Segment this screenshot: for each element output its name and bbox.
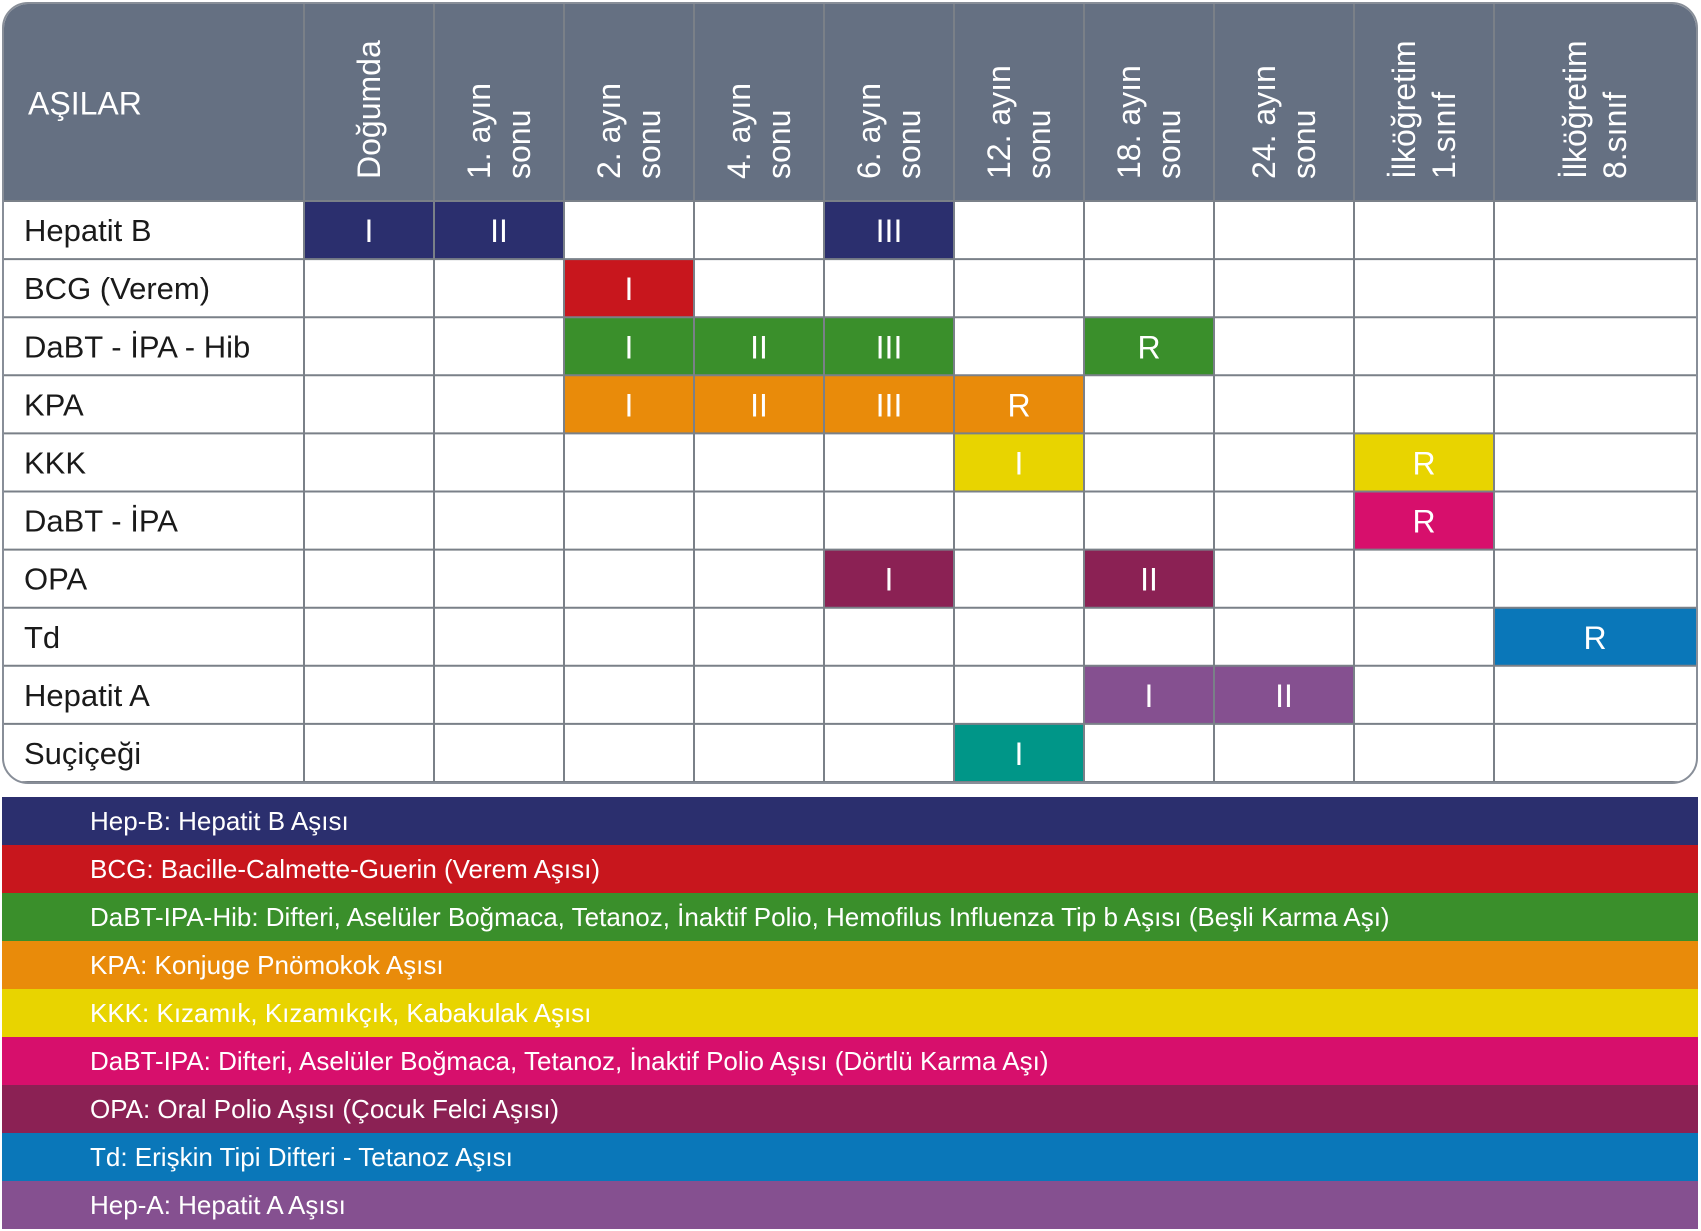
- column-header-line: 8.sınıf: [1597, 92, 1633, 179]
- dose-cell: [564, 317, 694, 376]
- legend: Hep-B: Hepatit B Aşısı BCG: Bacille-Calme…: [2, 797, 1698, 1229]
- vaccine-name: Td: [24, 620, 60, 655]
- dose-label: III: [876, 387, 903, 423]
- dose-cell: [954, 375, 1084, 434]
- column-header-line: sonu: [891, 110, 927, 179]
- dose-label: III: [876, 213, 903, 249]
- column-header-line: 1. ayın: [461, 83, 497, 179]
- dose-label: R: [1412, 445, 1435, 481]
- vaccine-name: BCG (Verem): [24, 271, 210, 306]
- dose-cell: [824, 549, 954, 608]
- column-header-3: 2. ayın sonu: [591, 83, 667, 179]
- dose-cell: [1494, 607, 1696, 666]
- vaccine-name: KPA: [24, 387, 84, 422]
- column-header-line: 24. ayın: [1246, 65, 1282, 179]
- dose-cell: [1084, 549, 1214, 608]
- dose-cell: [564, 259, 694, 318]
- dose-label: III: [876, 329, 903, 365]
- header-corner-label: AŞILAR: [28, 86, 142, 122]
- column-header-5: 6. ayın sonu: [851, 83, 927, 179]
- vaccine-name: OPA: [24, 562, 87, 597]
- legend-item: OPA: Oral Polio Aşısı (Çocuk Felci Aşısı…: [2, 1085, 1698, 1133]
- column-header-4: 4. ayın sonu: [721, 83, 797, 179]
- dose-label: II: [490, 213, 508, 249]
- dose-label: R: [1007, 387, 1030, 423]
- column-header-10: İlköğretim 8.sınıf: [1557, 40, 1633, 179]
- column-header-6: 12. ayın sonu: [981, 65, 1057, 179]
- vaccine-name: Hepatit B: [24, 213, 152, 248]
- dose-cell: [564, 375, 694, 434]
- column-header-line: sonu: [631, 110, 667, 179]
- column-header-line: Doğumda: [351, 40, 387, 179]
- dose-cell: [1354, 433, 1494, 492]
- dose-cell: [434, 201, 564, 260]
- dose-label: I: [1015, 445, 1024, 481]
- dose-label: I: [625, 387, 634, 423]
- dose-cell: [1084, 317, 1214, 376]
- column-header-2: 1. ayın sonu: [461, 83, 537, 179]
- column-header-line: sonu: [1286, 110, 1322, 179]
- dose-label: I: [1145, 678, 1154, 714]
- column-header-1: Doğumda: [351, 40, 387, 179]
- dose-cell: [1084, 665, 1214, 724]
- dose-label: R: [1412, 504, 1435, 540]
- column-header-line: 18. ayın: [1111, 65, 1147, 179]
- dose-label: II: [1275, 678, 1293, 714]
- legend-item: Hep-B: Hepatit B Aşısı: [2, 797, 1698, 845]
- dose-label: R: [1137, 329, 1160, 365]
- legend-item: BCG: Bacille-Calmette-Guerin (Verem Aşıs…: [2, 845, 1698, 893]
- dose-label: II: [1140, 562, 1158, 598]
- column-header-line: İlköğretim: [1557, 40, 1593, 179]
- column-header-line: sonu: [761, 110, 797, 179]
- dose-cell: [824, 375, 954, 434]
- column-header-line: 4. ayın: [721, 83, 757, 179]
- vaccine-name: KKK: [24, 445, 86, 480]
- legend-item: DaBT-IPA-Hib: Difteri, Aselüler Boğmaca,…: [2, 893, 1698, 941]
- dose-cell: [694, 317, 824, 376]
- legend-item: DaBT-IPA: Difteri, Aselüler Boğmaca, Tet…: [2, 1037, 1698, 1085]
- dose-cell: [1214, 665, 1354, 724]
- column-header-line: sonu: [1021, 110, 1057, 179]
- legend-item: Td: Erişkin Tipi Difteri - Tetanoz Aşısı: [2, 1133, 1698, 1181]
- dose-cell: [954, 723, 1084, 782]
- header-background: [4, 4, 1696, 201]
- dose-cell: [824, 317, 954, 376]
- vaccination-schedule-table: AŞILAR Doğumda 1. ayın sonu 2. ayın sonu 4. ay…: [2, 2, 1698, 784]
- column-header-7: 18. ayın sonu: [1111, 65, 1187, 179]
- dose-label: I: [625, 271, 634, 307]
- schedule-grid: AŞILAR Doğumda 1. ayın sonu 2. ayın sonu 4. ay…: [4, 4, 1696, 782]
- vaccine-name: DaBT - İPA - Hib: [24, 329, 250, 364]
- column-header-line: sonu: [1151, 110, 1187, 179]
- dose-cell: [694, 375, 824, 434]
- dose-label: II: [750, 329, 768, 365]
- column-header-8: 24. ayın sonu: [1246, 65, 1322, 179]
- dose-cell: [1354, 491, 1494, 550]
- legend-item: Hep-A: Hepatit A Aşısı: [2, 1181, 1698, 1229]
- column-header-line: 12. ayın: [981, 65, 1017, 179]
- vaccine-name: DaBT - İPA: [24, 504, 178, 539]
- legend-item: KKK: Kızamık, Kızamıkçık, Kabakulak Aşıs…: [2, 989, 1698, 1037]
- dose-cell: [304, 201, 434, 260]
- dose-cell: [954, 433, 1084, 492]
- legend-item: KPA: Konjuge Pnömokok Aşısı: [2, 941, 1698, 989]
- dose-label: I: [625, 329, 634, 365]
- dose-label: I: [1015, 736, 1024, 772]
- dose-cell: [824, 201, 954, 260]
- column-header-line: sonu: [501, 110, 537, 179]
- column-header-line: 6. ayın: [851, 83, 887, 179]
- vaccine-name: Hepatit A: [24, 678, 150, 713]
- vaccine-name: Suçiçeği: [24, 736, 141, 771]
- column-header-9: İlköğretim 1.sınıf: [1386, 40, 1462, 179]
- dose-label: R: [1583, 620, 1606, 656]
- column-header-line: 2. ayın: [591, 83, 627, 179]
- dose-label: I: [365, 213, 374, 249]
- column-header-line: 1.sınıf: [1426, 92, 1462, 179]
- dose-label: I: [885, 562, 894, 598]
- dose-label: II: [750, 387, 768, 423]
- column-header-line: İlköğretim: [1386, 40, 1422, 179]
